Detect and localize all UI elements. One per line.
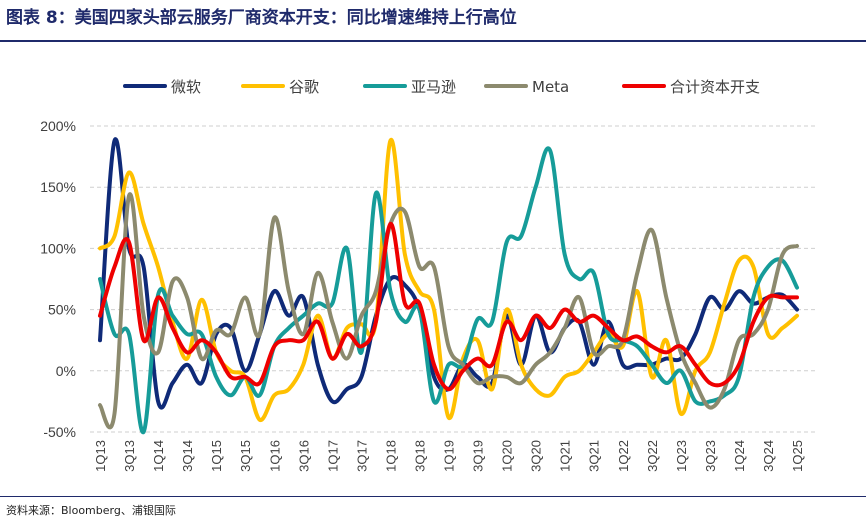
y-tick-label: 50% <box>48 302 76 318</box>
x-tick-label: 1Q17 <box>325 440 340 472</box>
legend-label: Meta <box>532 78 569 96</box>
y-axis: -50% 0% 50% 100% 150% 200% <box>40 118 76 440</box>
x-tick-label: 3Q15 <box>238 440 253 472</box>
x-tick-label: 1Q19 <box>442 440 457 472</box>
series-lines <box>98 137 799 435</box>
legend-label: 谷歌 <box>289 78 319 96</box>
source-note: 资料来源：Bloomberg、浦银国际 <box>6 504 176 517</box>
x-tick-label: 3Q14 <box>180 440 195 472</box>
footer-divider <box>0 496 866 497</box>
x-tick-label: 3Q20 <box>529 440 544 472</box>
series-line <box>98 221 799 392</box>
legend: 微软 谷歌 亚马逊 Meta 合计资本开支 <box>123 78 760 96</box>
y-tick-label: 100% <box>40 240 76 256</box>
x-tick-label: 3Q19 <box>471 440 486 472</box>
x-tick-label: 3Q23 <box>703 440 718 472</box>
x-tick-label: 1Q21 <box>558 440 573 472</box>
x-tick-label: 1Q25 <box>790 440 805 472</box>
series-line <box>98 146 799 435</box>
y-tick-label: -50% <box>43 424 76 440</box>
legend-label: 合计资本开支 <box>670 78 760 96</box>
x-tick-label: 3Q21 <box>587 440 602 472</box>
x-tick-label: 3Q13 <box>122 440 137 472</box>
legend-label: 亚马逊 <box>411 78 456 96</box>
x-tick-label: 3Q22 <box>645 440 660 472</box>
x-axis: 1Q13 3Q13 1Q14 3Q14 1Q15 3Q15 1Q16 3Q16 1Q17 3Q17… <box>93 440 805 472</box>
x-tick-label: 1Q16 <box>267 440 282 472</box>
y-tick-label: 200% <box>40 118 76 134</box>
x-tick-label: 1Q14 <box>151 440 166 472</box>
x-tick-label: 3Q18 <box>412 440 427 472</box>
x-tick-label: 1Q15 <box>209 440 224 472</box>
x-tick-label: 1Q13 <box>93 440 108 472</box>
x-tick-label: 1Q23 <box>674 440 689 472</box>
x-tick-label: 3Q17 <box>354 440 369 472</box>
title-divider <box>0 40 866 42</box>
series-line <box>98 137 799 410</box>
x-tick-label: 1Q18 <box>383 440 398 472</box>
figure-title: 图表 8：美国四家头部云服务厂商资本开支：同比增速维持上行高位 <box>6 8 517 28</box>
series-line <box>98 192 799 430</box>
y-tick-label: 150% <box>40 179 76 195</box>
x-tick-label: 3Q24 <box>761 440 776 472</box>
legend-label: 微软 <box>171 78 201 96</box>
x-tick-label: 1Q22 <box>616 440 631 472</box>
x-tick-label: 3Q16 <box>296 440 311 472</box>
x-tick-label: 1Q24 <box>732 440 747 472</box>
y-tick-label: 0% <box>56 363 76 379</box>
x-tick-label: 1Q20 <box>500 440 515 472</box>
